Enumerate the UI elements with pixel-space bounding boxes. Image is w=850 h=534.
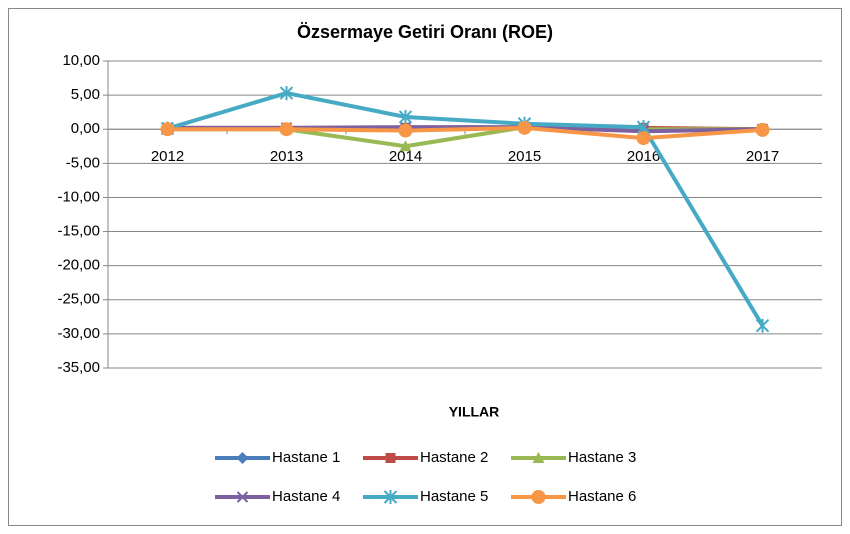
legend-label: Hastane 5: [420, 488, 488, 505]
x-tick-label: 2013: [270, 148, 303, 165]
legend-label: Hastane 1: [272, 449, 340, 466]
y-tick-label: -15,00: [57, 223, 100, 240]
legend-item: Hastane 5: [363, 488, 488, 505]
data-point: [399, 140, 412, 152]
data-point: [279, 86, 294, 101]
legend-label: Hastane 4: [272, 488, 340, 505]
legend-item: Hastane 4: [215, 488, 340, 505]
legend-item: Hastane 6: [511, 488, 636, 505]
chart-border: [8, 8, 842, 526]
data-point: [636, 131, 651, 146]
legend-marker: [383, 490, 398, 504]
x-tick-label: 2017: [746, 148, 779, 165]
legend-label: Hastane 2: [420, 449, 488, 466]
legend-marker: [532, 452, 545, 463]
legend-marker: [236, 452, 249, 464]
x-tick-label: 2014: [389, 148, 422, 165]
y-tick-label: -25,00: [57, 291, 100, 308]
y-tick-label: 0,00: [71, 120, 100, 137]
y-tick-label: -20,00: [57, 257, 100, 274]
legend-item: Hastane 2: [363, 449, 488, 466]
legend-marker: [531, 490, 546, 504]
data-point: [398, 123, 413, 138]
x-tick-label: 2016: [627, 148, 660, 165]
y-tick-label: -35,00: [57, 359, 100, 376]
legend-marker: [385, 453, 396, 463]
data-point: [398, 109, 413, 124]
series-line: [166, 91, 765, 327]
data-point: [755, 318, 770, 333]
legend-label: Hastane 6: [568, 488, 636, 505]
legend-item: Hastane 3: [511, 449, 636, 466]
data-point: [755, 122, 770, 137]
y-tick-label: -10,00: [57, 188, 100, 205]
legend-marker: [236, 491, 249, 503]
series-line: [167, 125, 763, 141]
y-tick-label: -5,00: [66, 154, 100, 171]
y-tick-label: 10,00: [62, 52, 100, 69]
legend-label: Hastane 3: [568, 449, 636, 466]
y-tick-label: 5,00: [71, 86, 100, 103]
chart-title: Özsermaye Getiri Oranı (ROE): [297, 22, 553, 42]
data-point: [517, 120, 532, 135]
x-axis-title: YILLAR: [449, 404, 500, 420]
y-tick-label: -30,00: [57, 325, 100, 342]
data-point: [160, 122, 175, 137]
x-tick-label: 2015: [508, 148, 541, 165]
legend-item: Hastane 1: [215, 449, 340, 466]
x-tick-label: 2012: [151, 148, 184, 165]
data-point: [279, 122, 294, 137]
